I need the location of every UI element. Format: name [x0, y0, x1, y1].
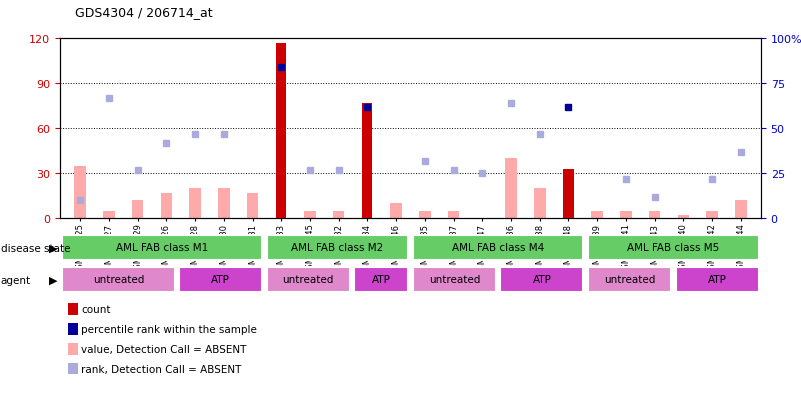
Bar: [267, 267, 350, 293]
Bar: [333, 211, 344, 219]
Bar: [362, 104, 372, 219]
Bar: [563, 169, 574, 219]
Bar: [179, 267, 262, 293]
Bar: [534, 189, 545, 219]
Bar: [276, 44, 286, 219]
Bar: [103, 211, 115, 219]
Bar: [413, 235, 583, 261]
Text: count: count: [81, 304, 111, 314]
Text: value, Detection Call = ABSENT: value, Detection Call = ABSENT: [81, 344, 246, 354]
Bar: [354, 267, 409, 293]
Bar: [591, 211, 603, 219]
Text: untreated: untreated: [429, 275, 480, 285]
Bar: [62, 235, 262, 261]
Text: GDS4304 / 206714_at: GDS4304 / 206714_at: [75, 6, 213, 19]
Text: AML FAB class M5: AML FAB class M5: [627, 243, 719, 253]
Text: AML FAB class M1: AML FAB class M1: [116, 243, 208, 253]
Text: ATP: ATP: [211, 275, 230, 285]
Text: untreated: untreated: [283, 275, 334, 285]
Text: disease state: disease state: [1, 243, 70, 253]
Bar: [588, 267, 671, 293]
Bar: [588, 235, 759, 261]
Bar: [735, 201, 747, 219]
Bar: [267, 235, 409, 261]
Bar: [132, 201, 143, 219]
Bar: [706, 211, 718, 219]
Bar: [304, 211, 316, 219]
Bar: [74, 166, 86, 219]
Text: ATP: ATP: [708, 275, 727, 285]
Bar: [505, 159, 517, 219]
Text: rank, Detection Call = ABSENT: rank, Detection Call = ABSENT: [81, 364, 241, 374]
Text: percentile rank within the sample: percentile rank within the sample: [81, 324, 257, 334]
Bar: [448, 211, 459, 219]
Bar: [649, 211, 660, 219]
Text: ATP: ATP: [372, 275, 391, 285]
Text: agent: agent: [1, 275, 31, 285]
Text: AML FAB class M4: AML FAB class M4: [452, 243, 544, 253]
Text: ▶: ▶: [50, 243, 58, 253]
Bar: [413, 267, 496, 293]
Bar: [62, 267, 175, 293]
Bar: [390, 204, 402, 219]
Bar: [189, 189, 201, 219]
Bar: [620, 211, 632, 219]
Bar: [218, 189, 230, 219]
Text: untreated: untreated: [604, 275, 655, 285]
Text: ▶: ▶: [50, 275, 58, 285]
Bar: [676, 267, 759, 293]
Bar: [247, 193, 258, 219]
Text: untreated: untreated: [93, 275, 144, 285]
Bar: [501, 267, 583, 293]
Text: AML FAB class M2: AML FAB class M2: [292, 243, 384, 253]
Bar: [678, 216, 689, 219]
Bar: [161, 193, 172, 219]
Text: ATP: ATP: [533, 275, 551, 285]
Bar: [419, 211, 431, 219]
